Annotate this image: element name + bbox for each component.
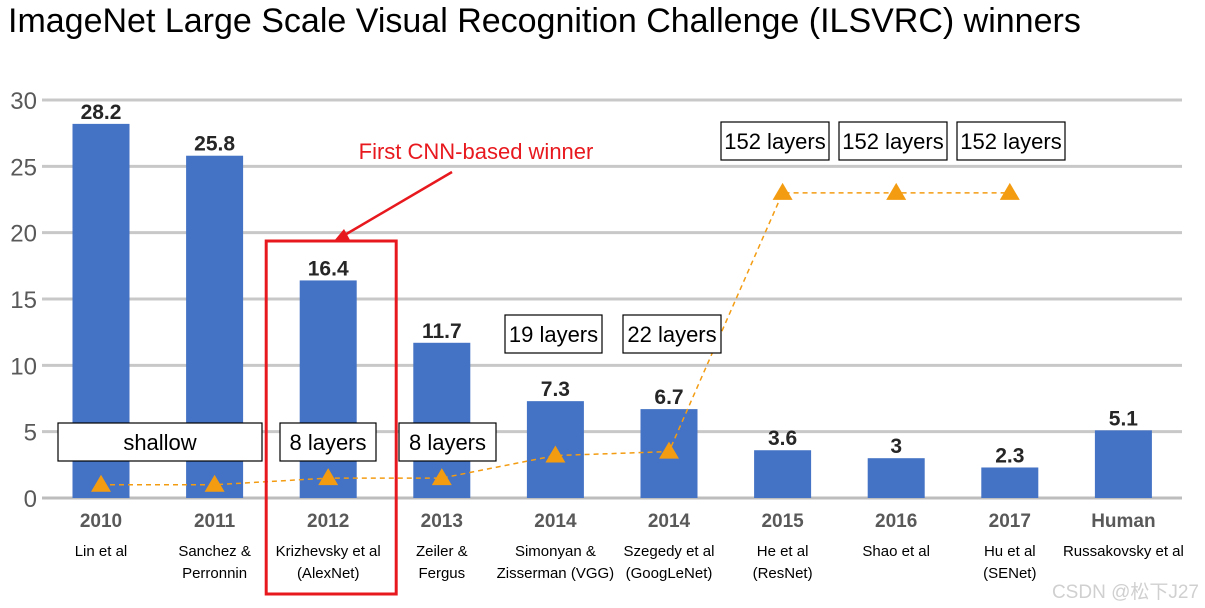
author-label: Sanchez &	[178, 543, 251, 560]
author-label: (ResNet)	[753, 565, 813, 582]
author-label: He et al	[757, 543, 809, 560]
y-tick-label: 15	[10, 287, 37, 314]
layer-box-label: 152 layers	[724, 129, 826, 154]
x-tick-label: 2011	[194, 511, 236, 532]
bar	[754, 450, 812, 498]
depth-marker	[999, 182, 1020, 200]
depth-marker	[659, 441, 679, 459]
cnn-annotation: First CNN-based winner	[264, 139, 594, 596]
watermark: CSDN @松下J27	[1051, 582, 1199, 603]
author-label: Krizhevsky et al	[276, 543, 381, 560]
x-tick-label: 2014	[648, 511, 691, 532]
bar-value-label: 3	[890, 435, 902, 458]
highlight-box	[264, 239, 398, 596]
depth-marker	[204, 474, 225, 492]
y-tick-label: 0	[24, 486, 37, 513]
y-axis-ticks: 0 5 10 15 20 25 30	[10, 88, 37, 513]
x-tick-label: 2016	[875, 511, 917, 532]
layer-count-boxes: shallow 8 layers 8 layers 19 layers 22 layer…	[57, 121, 1066, 462]
bar	[299, 280, 357, 498]
x-axis-author-labels: Lin et al Sanchez & Perronnin Krizhevsky et…	[75, 543, 1184, 582]
bar	[981, 467, 1039, 498]
layer-box	[57, 422, 263, 462]
depth-series	[91, 182, 1020, 492]
bar	[867, 458, 925, 498]
author-label: Szegedy et al	[624, 543, 715, 560]
depth-marker	[318, 468, 339, 486]
bar-value-label: 25.8	[194, 133, 235, 156]
layer-box-label: 152 layers	[960, 129, 1062, 154]
bar-value-label: 5.1	[1109, 407, 1139, 430]
layer-box-label: shallow	[123, 430, 196, 455]
bar-value-label: 2.3	[995, 444, 1024, 467]
y-tick-label: 5	[24, 420, 37, 447]
x-tick-label: 2014	[534, 511, 577, 532]
author-label: (GoogLeNet)	[626, 565, 713, 582]
x-tick-label: Human	[1091, 511, 1155, 532]
depth-marker	[772, 182, 793, 200]
y-tick-label: 20	[10, 221, 37, 248]
bar	[1094, 430, 1152, 498]
author-label: Shao et al	[862, 543, 930, 560]
x-tick-label: 2010	[80, 511, 122, 532]
depth-marker	[545, 445, 566, 463]
x-tick-label: 2017	[989, 511, 1031, 532]
author-label: (SENet)	[983, 565, 1036, 582]
layer-box	[956, 121, 1066, 161]
bar-value-label: 6.7	[654, 386, 683, 409]
x-tick-label: 2015	[761, 511, 804, 532]
author-label: Fergus	[418, 565, 465, 582]
y-tick-label: 30	[10, 88, 37, 115]
author-label: (AlexNet)	[297, 565, 360, 582]
layer-box	[720, 121, 830, 161]
bar-value-label: 3.6	[768, 427, 797, 450]
layer-box	[622, 314, 722, 354]
annotation-text: First CNN-based winner	[359, 139, 594, 164]
bar-value-label: 28.2	[81, 101, 122, 124]
x-tick-label: 2012	[307, 511, 349, 532]
author-label: Zeiler &	[416, 543, 468, 560]
layer-box-label: 8 layers	[409, 430, 486, 455]
bar-value-label: 11.7	[422, 320, 462, 343]
layer-box	[279, 422, 377, 462]
layer-box-label: 19 layers	[509, 322, 598, 347]
depth-marker	[886, 182, 907, 200]
bar-value-label: 7.3	[541, 378, 570, 401]
annotation-arrow-shaft	[342, 170, 453, 238]
layer-box	[504, 314, 603, 354]
bar-value-labels: 28.2 25.8 16.4 11.7 7.3 6.7 3.6 3 2.3 5.1	[81, 101, 1139, 468]
depth-series-line	[101, 192, 1010, 486]
author-label: Lin et al	[75, 543, 128, 560]
depth-marker	[91, 474, 111, 492]
author-label: Perronnin	[182, 565, 247, 582]
author-label: Russakovsky et al	[1063, 543, 1184, 560]
layer-box-label: 152 layers	[842, 129, 944, 154]
author-label: Zisserman (VGG)	[497, 565, 615, 582]
y-tick-label: 25	[10, 154, 37, 181]
depth-marker	[431, 468, 452, 486]
page-title: ImageNet Large Scale Visual Recognition …	[8, 2, 1081, 40]
layer-box	[838, 121, 948, 161]
bar-value-label: 16.4	[308, 257, 349, 280]
author-label: Hu et al	[984, 543, 1036, 560]
layer-box-label: 8 layers	[289, 430, 366, 455]
x-axis-year-labels: 2010 2011 2012 2013 2014 2014 2015 2016 2017 Huma…	[80, 511, 1156, 532]
layer-box	[398, 422, 497, 462]
x-tick-label: 2013	[421, 511, 463, 532]
annotation-arrow-head	[334, 229, 350, 241]
layer-box-label: 22 layers	[627, 322, 716, 347]
y-tick-label: 10	[10, 353, 37, 380]
author-label: Simonyan &	[515, 543, 596, 560]
